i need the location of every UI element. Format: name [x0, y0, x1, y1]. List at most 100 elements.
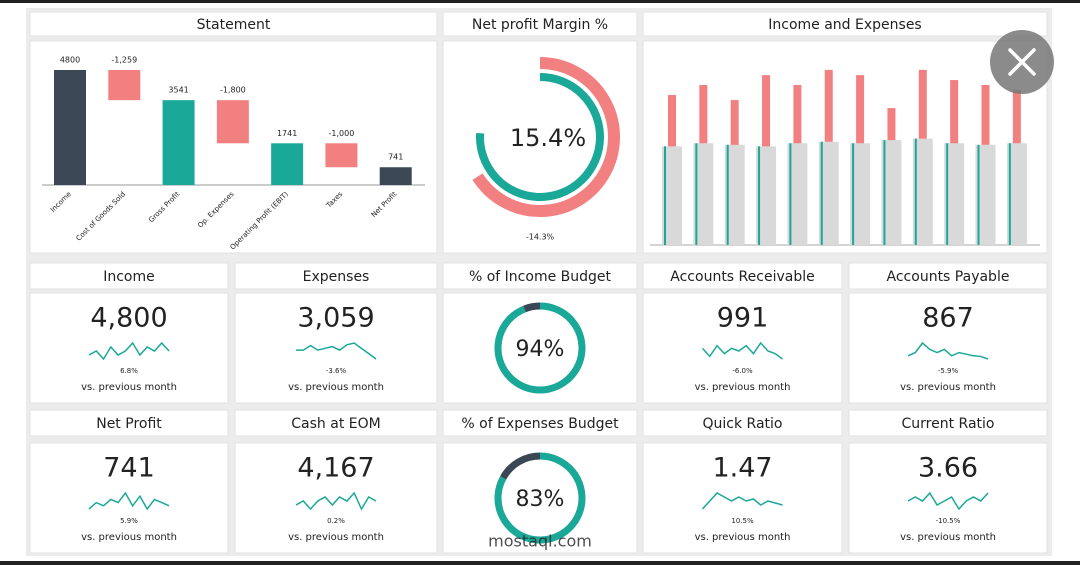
panel: [234, 409, 438, 437]
gauge-remainder: [500, 452, 541, 480]
close-button[interactable]: [990, 30, 1054, 94]
income-bar: [662, 146, 682, 245]
sparkline: [88, 341, 170, 361]
income-bar: [756, 146, 777, 245]
close-icon: [1008, 48, 1036, 76]
panel: [442, 442, 638, 554]
bar-label: 4800: [60, 56, 80, 65]
panel: [642, 409, 843, 437]
panel-title: Quick Ratio: [703, 416, 783, 432]
kpi-note: vs. previous month: [288, 532, 384, 543]
gauge-label: 94%: [516, 337, 565, 362]
sparkline: [907, 341, 989, 360]
kpi-change: 5.9%: [120, 517, 138, 525]
bar-label: 1741: [277, 129, 297, 138]
kpi-change: -6.0%: [732, 367, 753, 375]
panel: [642, 262, 843, 290]
sparkline: [88, 491, 170, 511]
panel: [29, 262, 229, 290]
income-bar: [1006, 143, 1027, 245]
panel-title: Income: [103, 269, 155, 285]
income-bar: [881, 140, 902, 245]
kpi-note: vs. previous month: [81, 532, 177, 543]
panel-title: Accounts Payable: [887, 269, 1010, 285]
panel: [442, 262, 638, 290]
margin-change: -14.3%: [526, 233, 555, 242]
panel: [234, 262, 438, 290]
panel: [29, 11, 438, 37]
income-bar: [787, 143, 808, 245]
sparkline: [907, 491, 989, 511]
margin-value: 15.4%: [510, 124, 586, 152]
panel: [848, 292, 1048, 404]
bar-label: -1,800: [220, 86, 246, 95]
panel-title: Current Ratio: [902, 416, 995, 432]
gauge-label: 83%: [516, 487, 565, 512]
kpi-change: -5.9%: [938, 367, 959, 375]
panel-title: % of Income Budget: [469, 269, 612, 285]
panel: [442, 292, 638, 404]
kpi-note: vs. previous month: [81, 382, 177, 393]
kpi-value: 741: [103, 453, 155, 484]
kpi-value: 3,059: [297, 303, 374, 334]
panel: [848, 442, 1048, 554]
gauge-arc: [494, 452, 586, 544]
panel: [234, 442, 438, 554]
gauge-arc: [494, 302, 586, 394]
waterfall-bar: [271, 143, 304, 185]
panel-title: Statement: [197, 17, 271, 33]
panel-title: Expenses: [303, 269, 370, 285]
margin-ring-inner: [476, 73, 604, 201]
panel-title: % of Expenses Budget: [461, 416, 619, 432]
kpi-change: 10.5%: [731, 517, 754, 525]
kpi-note: vs. previous month: [900, 382, 996, 393]
sparkline: [296, 342, 377, 360]
panel: [442, 11, 638, 37]
income-bar: [975, 144, 996, 245]
kpi-value: 1.47: [712, 453, 772, 484]
kpi-value: 3.66: [918, 453, 978, 484]
kpi-note: vs. previous month: [288, 382, 384, 393]
kpi-value: 4,167: [297, 453, 374, 484]
kpi-note: vs. previous month: [695, 382, 791, 393]
panel: [848, 409, 1048, 437]
top-edge: [0, 0, 1080, 3]
bar-label: 741: [388, 153, 403, 162]
sparkline: [701, 492, 783, 510]
waterfall-bar: [379, 167, 412, 185]
panel: [642, 442, 843, 554]
income-bar: [724, 144, 745, 245]
income-bar: [850, 143, 871, 245]
kpi-change: -3.6%: [326, 367, 347, 375]
kpi-value: 991: [717, 303, 769, 334]
sparkline: [701, 341, 783, 360]
income-bar: [818, 141, 839, 245]
kpi-value: 4,800: [90, 303, 167, 334]
waterfall-bar: [54, 70, 86, 185]
kpi-change: 0.2%: [327, 517, 345, 525]
panel: [29, 409, 229, 437]
bottom-edge: [0, 561, 1080, 565]
kpi-note: vs. previous month: [900, 532, 996, 543]
waterfall-bar: [108, 70, 141, 101]
panel-title: Income and Expenses: [768, 17, 921, 33]
panel: [29, 40, 438, 254]
margin-ring-outer: [472, 57, 620, 217]
kpi-change: 6.8%: [120, 367, 138, 375]
panel-title: Net profit Margin %: [472, 17, 608, 33]
income-bar: [944, 143, 965, 245]
panel: [442, 409, 638, 437]
kpi-change: -10.5%: [936, 517, 961, 525]
bar-label: -1,000: [329, 129, 355, 138]
panel: [848, 262, 1048, 290]
watermark: mostaql.com: [488, 532, 592, 551]
panel-title: Accounts Receivable: [670, 269, 814, 285]
panel-title: Net Profit: [96, 416, 162, 432]
kpi-value: 867: [922, 303, 974, 334]
waterfall-bar: [325, 143, 358, 168]
bar-label: 3541: [168, 86, 188, 95]
panel: [642, 11, 1048, 37]
waterfall-bar: [162, 100, 195, 185]
